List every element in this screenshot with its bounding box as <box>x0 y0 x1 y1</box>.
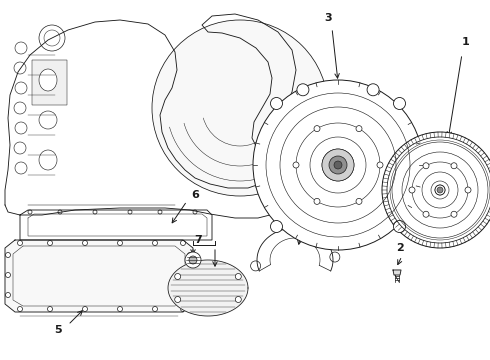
Circle shape <box>180 240 186 246</box>
Circle shape <box>158 210 162 214</box>
Circle shape <box>465 187 471 193</box>
Circle shape <box>334 161 342 169</box>
Circle shape <box>15 122 27 134</box>
Circle shape <box>118 240 122 246</box>
Circle shape <box>18 306 23 311</box>
Circle shape <box>15 42 27 54</box>
Circle shape <box>18 240 23 246</box>
Circle shape <box>356 126 362 132</box>
Text: 5: 5 <box>54 325 62 335</box>
Text: 7: 7 <box>194 235 202 245</box>
FancyBboxPatch shape <box>32 60 67 105</box>
Circle shape <box>250 261 261 271</box>
Circle shape <box>5 252 10 257</box>
Circle shape <box>180 306 186 311</box>
Polygon shape <box>168 260 248 316</box>
Circle shape <box>15 82 27 94</box>
Circle shape <box>128 210 132 214</box>
Circle shape <box>270 98 282 109</box>
Circle shape <box>451 163 457 169</box>
Circle shape <box>39 25 65 51</box>
Circle shape <box>330 252 340 262</box>
Text: 3: 3 <box>324 13 332 23</box>
Circle shape <box>152 20 328 196</box>
Circle shape <box>188 273 193 278</box>
Circle shape <box>14 102 26 114</box>
Polygon shape <box>393 270 401 275</box>
Circle shape <box>5 273 10 278</box>
Circle shape <box>293 162 299 168</box>
Circle shape <box>329 156 347 174</box>
Circle shape <box>297 84 309 96</box>
Circle shape <box>270 221 282 233</box>
Circle shape <box>253 80 423 250</box>
Text: 2: 2 <box>396 243 404 253</box>
Circle shape <box>189 256 197 264</box>
Circle shape <box>118 306 122 311</box>
Circle shape <box>382 132 490 248</box>
Circle shape <box>93 210 97 214</box>
Text: 4: 4 <box>296 227 304 237</box>
Circle shape <box>185 252 201 268</box>
Circle shape <box>15 162 27 174</box>
Circle shape <box>393 221 406 233</box>
Circle shape <box>5 292 10 297</box>
Circle shape <box>14 142 26 154</box>
Circle shape <box>451 211 457 217</box>
Circle shape <box>193 210 197 214</box>
Circle shape <box>314 126 320 132</box>
Circle shape <box>435 185 445 195</box>
Circle shape <box>28 210 32 214</box>
Circle shape <box>367 84 379 96</box>
Ellipse shape <box>39 150 57 170</box>
Circle shape <box>152 240 157 246</box>
Circle shape <box>314 198 320 204</box>
Circle shape <box>188 292 193 297</box>
Circle shape <box>235 297 241 302</box>
Circle shape <box>423 211 429 217</box>
Circle shape <box>82 240 88 246</box>
Circle shape <box>377 162 383 168</box>
Circle shape <box>188 252 193 257</box>
Circle shape <box>152 306 157 311</box>
Circle shape <box>356 198 362 204</box>
Circle shape <box>393 98 406 109</box>
Circle shape <box>48 306 52 311</box>
Circle shape <box>175 274 181 279</box>
Circle shape <box>14 62 26 74</box>
Ellipse shape <box>39 69 57 91</box>
Text: 1: 1 <box>462 37 470 47</box>
Circle shape <box>175 297 181 302</box>
Circle shape <box>423 163 429 169</box>
Circle shape <box>58 210 62 214</box>
Circle shape <box>48 240 52 246</box>
Circle shape <box>409 187 415 193</box>
Circle shape <box>235 274 241 279</box>
Text: 6: 6 <box>191 190 199 200</box>
Circle shape <box>437 187 443 193</box>
Polygon shape <box>5 240 193 312</box>
Circle shape <box>82 306 88 311</box>
Circle shape <box>322 149 354 181</box>
Ellipse shape <box>39 111 57 129</box>
